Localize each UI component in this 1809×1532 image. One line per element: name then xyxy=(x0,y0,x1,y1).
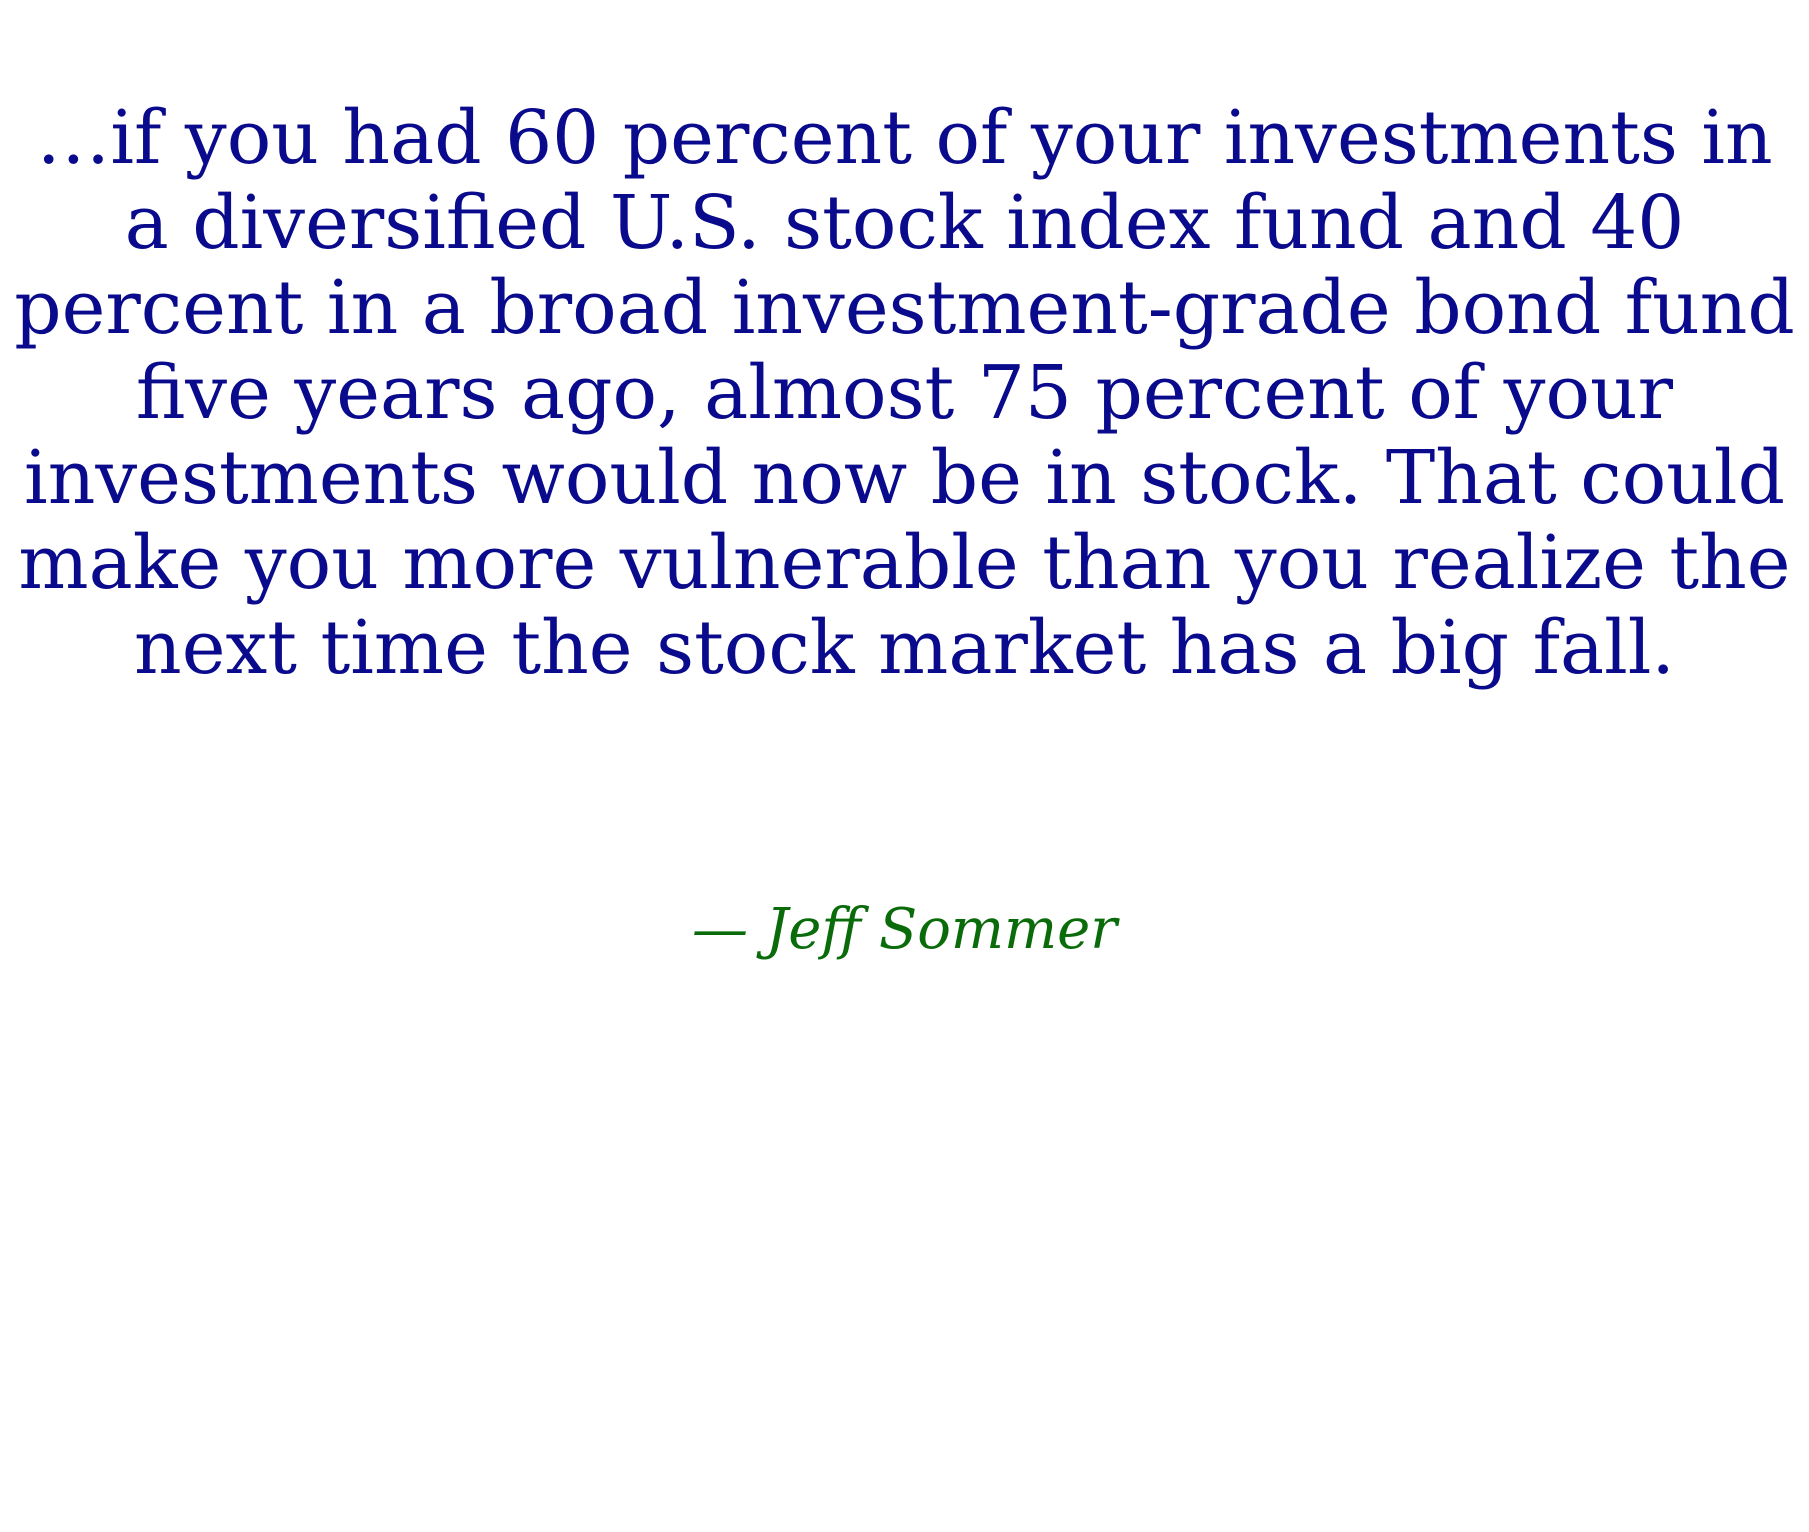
quote-line: next time the stock market has a big fal… xyxy=(134,605,1675,691)
quote-line: percent in a broad investment-grade bond… xyxy=(14,265,1795,351)
quote-line: five years ago, almost 75 percent of you… xyxy=(135,350,1674,436)
quote-line: a diversified U.S. stock index fund and … xyxy=(124,180,1685,266)
quote-line: …if you had 60 percent of your investmen… xyxy=(36,95,1773,181)
quote-attribution: — Jeff Sommer xyxy=(691,897,1118,962)
quote-line: make you more vulnerable than you realiz… xyxy=(18,520,1791,606)
quote-line: investments would now be in stock. That … xyxy=(24,435,1785,521)
quote-text: …if you had 60 percent of your investmen… xyxy=(0,96,1809,691)
